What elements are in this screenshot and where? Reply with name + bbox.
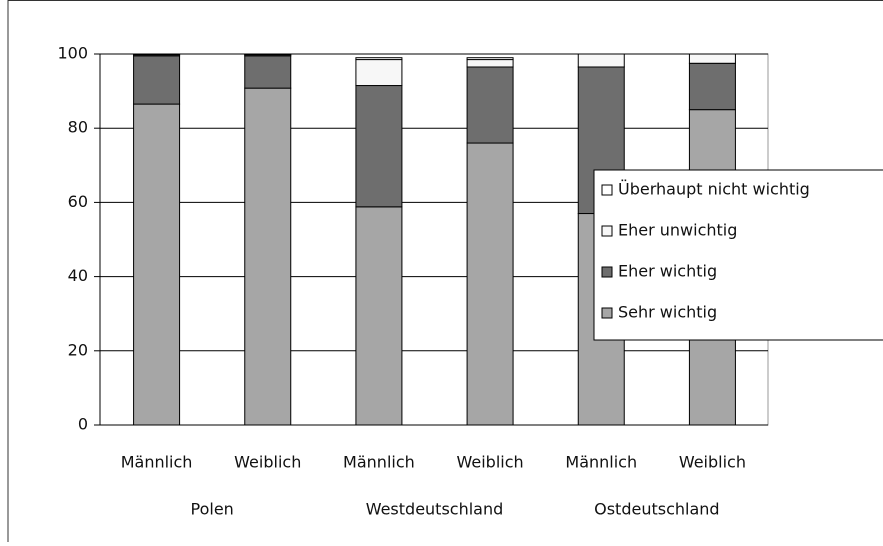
- bar-segment: [355, 85, 403, 208]
- bar-segment: [466, 59, 514, 68]
- x-tick-label: Männlich: [343, 453, 415, 472]
- bar-segment: [133, 53, 181, 56]
- bar-segment: [466, 66, 514, 144]
- legend-label: Eher unwichtig: [618, 221, 737, 240]
- bar-segment: [355, 206, 403, 426]
- group-label: Ostdeutschland: [594, 500, 719, 519]
- bar-segment: [466, 57, 514, 61]
- group-label: Polen: [191, 500, 234, 519]
- legend-swatch: [601, 225, 613, 237]
- y-tick-label: 20: [68, 340, 88, 359]
- x-tick-label: Männlich: [565, 453, 637, 472]
- legend-box: [593, 169, 883, 341]
- bar-segment: [688, 53, 736, 64]
- bar-segment: [244, 87, 292, 426]
- bar-segment: [133, 55, 181, 105]
- bar-segment: [133, 103, 181, 426]
- y-tick-label: 40: [68, 266, 88, 285]
- y-tick-label: 100: [57, 44, 88, 63]
- x-tick-label: Weiblich: [234, 453, 301, 472]
- y-tick-label: 80: [68, 118, 88, 137]
- legend-swatch: [601, 184, 613, 196]
- legend-swatch: [601, 307, 613, 319]
- x-tick-label: Weiblich: [679, 453, 746, 472]
- y-tick-label: 60: [68, 192, 88, 211]
- bar-segment: [577, 53, 625, 68]
- bar-segment: [244, 53, 292, 56]
- bar-segment: [244, 55, 292, 89]
- bar-segment: [466, 142, 514, 426]
- bar-segment: [355, 57, 403, 61]
- x-tick-label: Männlich: [121, 453, 193, 472]
- group-label: Westdeutschland: [366, 500, 504, 519]
- bar-segment: [355, 59, 403, 87]
- legend-label: Überhaupt nicht wichtig: [618, 180, 810, 199]
- legend-swatch: [601, 266, 613, 278]
- bar-segment: [688, 62, 736, 111]
- legend-label: Eher wichtig: [618, 262, 717, 281]
- x-tick-label: Weiblich: [457, 453, 524, 472]
- legend-label: Sehr wichtig: [618, 303, 717, 322]
- y-tick-label: 0: [78, 415, 88, 434]
